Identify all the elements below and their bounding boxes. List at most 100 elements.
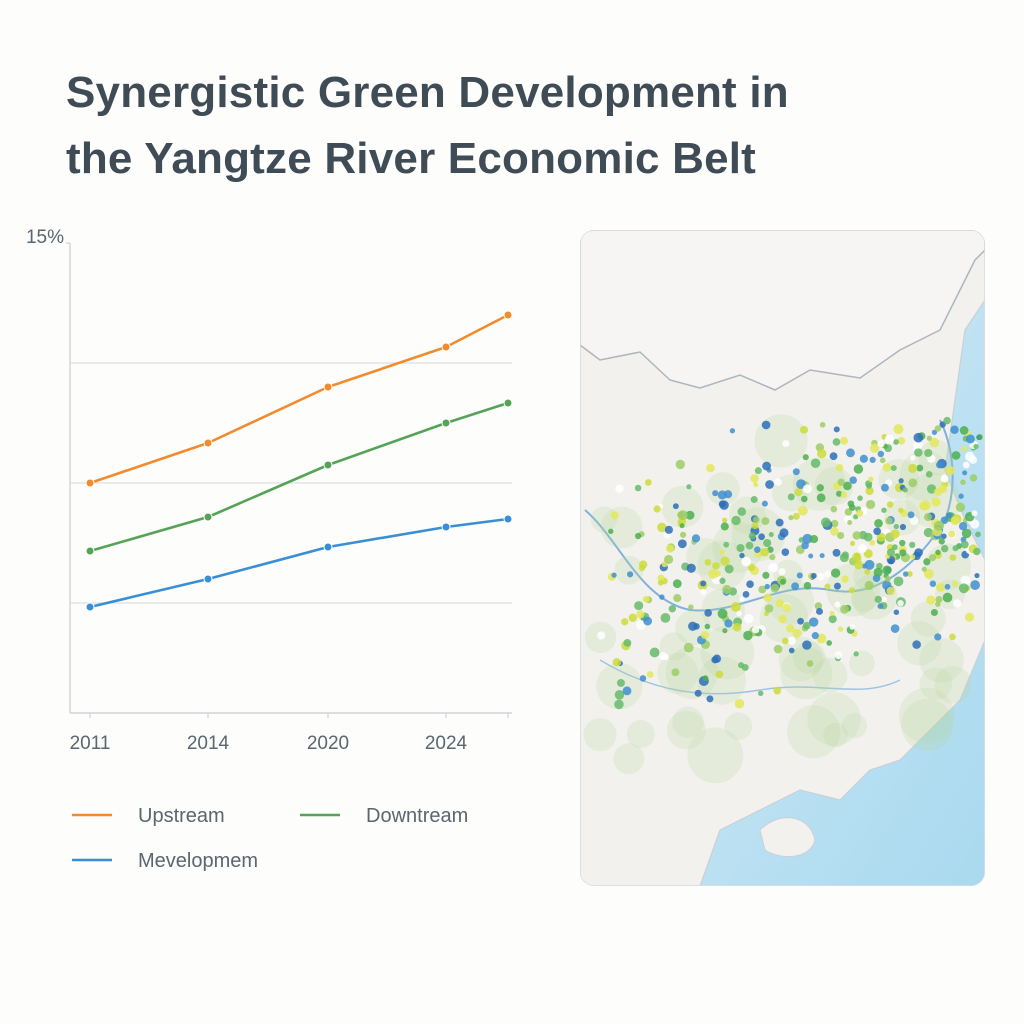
dot <box>638 564 646 572</box>
dot <box>868 476 874 482</box>
dot <box>720 522 729 531</box>
dot <box>672 503 679 510</box>
dot <box>829 452 838 461</box>
dot <box>864 559 875 570</box>
dot <box>879 457 886 464</box>
halo <box>812 657 848 693</box>
dot <box>778 568 786 576</box>
dot <box>717 490 727 500</box>
dot <box>924 448 933 458</box>
dot <box>806 660 814 667</box>
dot <box>824 583 831 590</box>
dot <box>729 428 736 434</box>
halo <box>754 414 808 468</box>
data-point <box>441 418 451 428</box>
dot <box>672 579 682 589</box>
halo <box>614 555 644 585</box>
dot <box>623 638 632 647</box>
dot <box>653 505 661 513</box>
dot <box>746 580 754 589</box>
dot <box>768 532 774 538</box>
dot <box>865 486 874 496</box>
dot <box>657 574 665 582</box>
dot <box>820 517 831 528</box>
dot <box>636 610 645 619</box>
dot <box>869 456 876 464</box>
dot <box>706 463 715 473</box>
dot <box>694 689 702 697</box>
halo <box>626 719 655 749</box>
dot <box>744 614 754 624</box>
dot <box>890 624 900 633</box>
dot <box>811 632 819 640</box>
dot <box>662 653 669 661</box>
dot <box>824 570 832 578</box>
dot <box>816 448 827 459</box>
dot <box>712 562 720 570</box>
dot <box>786 624 795 633</box>
dot <box>873 567 883 577</box>
dot <box>959 426 969 435</box>
dot <box>975 531 981 538</box>
dot-cluster <box>583 414 983 784</box>
dot <box>960 575 971 585</box>
dot <box>758 585 767 594</box>
dot <box>908 463 918 473</box>
dot <box>657 579 664 586</box>
dot <box>751 626 760 634</box>
dot <box>750 496 758 504</box>
x-tick-label: 2024 <box>425 733 468 754</box>
dot <box>826 640 833 646</box>
dot <box>854 560 863 570</box>
dot <box>852 552 862 562</box>
dot <box>929 580 937 587</box>
dot <box>866 482 872 489</box>
dot <box>700 580 707 587</box>
dot <box>773 644 783 654</box>
dot <box>817 573 825 581</box>
dot <box>810 572 817 579</box>
dot <box>840 604 849 614</box>
dot <box>717 608 728 619</box>
dot <box>646 671 654 678</box>
data-point <box>323 542 333 552</box>
halo <box>823 722 849 748</box>
dot <box>830 519 839 528</box>
dot <box>940 516 949 524</box>
dot <box>779 528 789 538</box>
halo <box>728 496 766 534</box>
halo <box>849 650 875 677</box>
dot <box>898 507 904 513</box>
dot <box>752 516 760 524</box>
halo <box>687 727 744 784</box>
dot <box>847 519 853 526</box>
dot <box>614 690 625 700</box>
dot <box>857 495 863 501</box>
dot <box>935 601 941 607</box>
dot <box>873 527 882 536</box>
dot <box>970 580 981 590</box>
dot <box>923 513 932 522</box>
dot <box>754 546 761 553</box>
dot <box>801 541 809 550</box>
dot <box>816 607 823 615</box>
dot <box>929 554 937 562</box>
dot <box>634 532 642 540</box>
dot <box>899 549 907 557</box>
series-line <box>89 313 509 485</box>
dot <box>882 463 892 472</box>
dot <box>952 545 959 552</box>
dot <box>958 583 969 594</box>
dot <box>876 532 886 542</box>
dot <box>778 615 787 624</box>
dot <box>722 584 732 594</box>
halo <box>934 666 972 704</box>
halo <box>898 687 955 744</box>
dot <box>819 421 826 428</box>
dot <box>906 571 913 577</box>
dot <box>893 609 900 615</box>
dot <box>685 510 695 520</box>
dot <box>884 434 895 444</box>
dot <box>935 549 941 556</box>
dot <box>770 583 780 593</box>
